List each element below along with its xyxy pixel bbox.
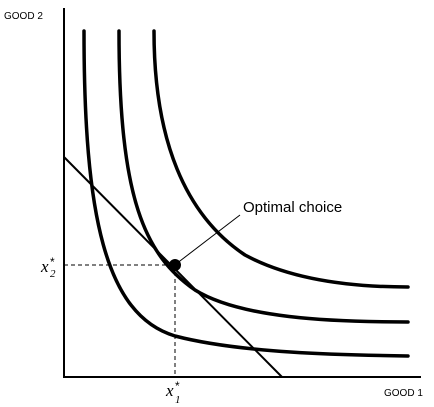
optimal-choice-label: Optimal choice [243,199,342,216]
indifference-curve-middle [117,29,410,324]
optimal-choice-point [169,259,181,271]
x-axis-title: GOOD 1 [384,388,423,399]
x1-subscript: 1 [175,394,181,406]
indifference-curve-high [152,29,410,289]
x1-star-label: x * 1 [165,379,181,406]
annotation-leader-line [175,214,241,265]
x2-superscript: * [50,255,55,269]
x1-superscript: * [175,379,180,393]
x2-star-label: x * 2 [40,255,56,280]
x2-subscript: 2 [50,268,56,280]
x2-symbol: x [40,257,49,276]
x1-symbol: x [165,381,174,400]
y-axis-title: GOOD 2 [4,11,43,22]
indifference-curve-low [82,29,410,358]
